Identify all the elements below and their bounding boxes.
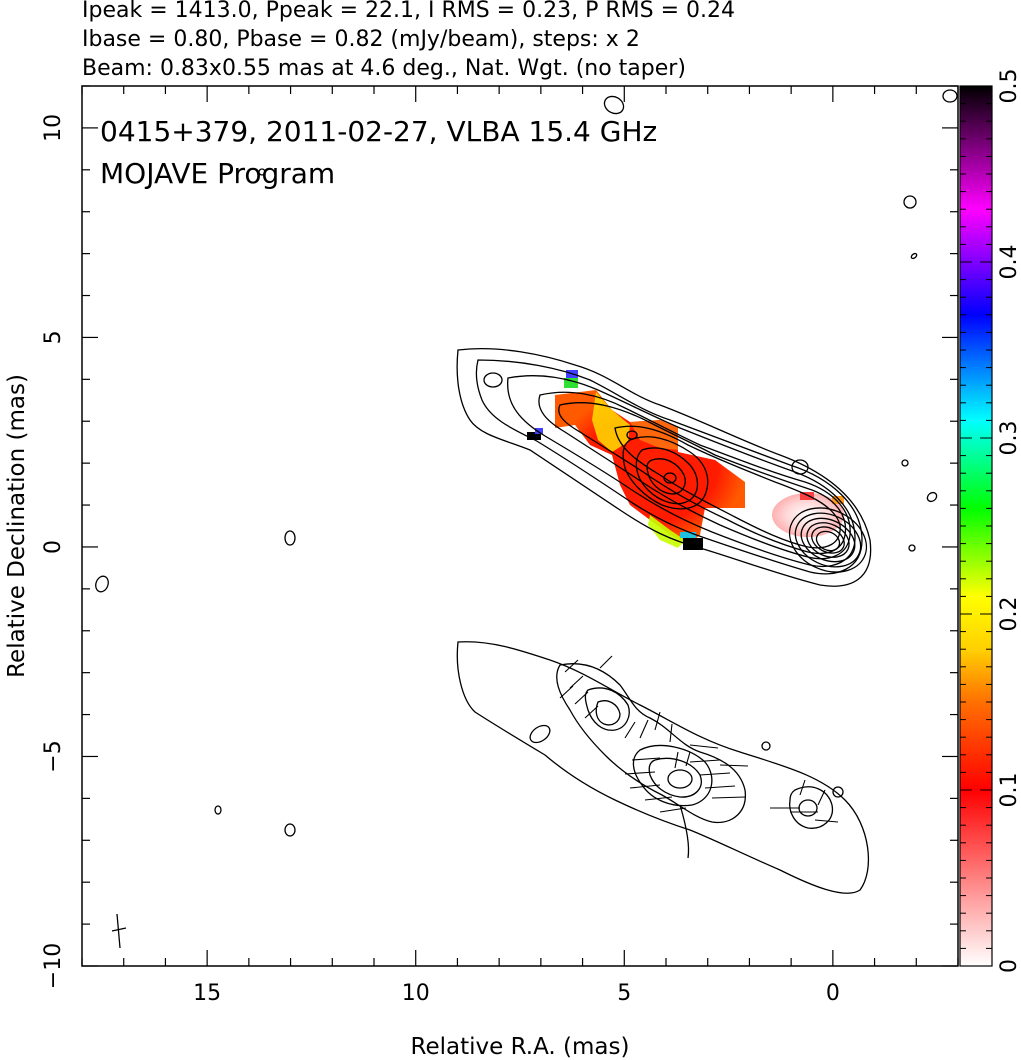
y-tick-label: −10 [41, 943, 66, 989]
pol-region-yellow [592, 392, 630, 452]
pol-contour-5 [632, 744, 713, 807]
contour-outer [456, 348, 872, 587]
knot-west [483, 372, 503, 388]
pol-edge-green [564, 378, 578, 388]
axis-ticks [81, 85, 959, 967]
blob-w4 [214, 805, 222, 815]
y-tick-label: −5 [41, 740, 66, 772]
pol-contour-4 [595, 700, 621, 726]
core-contour-4 [806, 522, 850, 558]
blob-e2 [910, 252, 918, 260]
blob-e3 [901, 459, 909, 467]
evpa-vectors [559, 655, 839, 823]
blob-e5 [908, 544, 916, 552]
colorbar-tick-label: 0.2 [997, 597, 1021, 632]
core-contour-3 [800, 517, 856, 563]
contour-9 [646, 458, 686, 495]
pol-outer-contour [456, 641, 870, 894]
x-axis-label: Relative R.A. (mas) [411, 1034, 630, 1060]
contour-4 [538, 391, 851, 560]
pol-tail [679, 804, 690, 859]
header-line-3: Beam: 0.83x0.55 mas at 4.6 deg., Nat. Wg… [82, 56, 686, 81]
contour-6 [614, 425, 841, 549]
map-content [95, 89, 958, 949]
colorbar-tick-label: 0.3 [997, 421, 1021, 456]
pol-core-orange [832, 496, 844, 504]
blob-s1 [529, 724, 551, 744]
blob-corner [942, 89, 958, 103]
y-tick-label: 5 [41, 330, 66, 344]
pol-edge-cyan [680, 532, 696, 538]
blob-s3 [832, 786, 844, 798]
contour-2 [475, 359, 863, 575]
x-tick-label: 5 [617, 981, 631, 1006]
contour-8 [635, 447, 699, 505]
blob-e4 [926, 491, 938, 503]
y-axis-label: Relative Declination (mas) [4, 374, 30, 678]
blob-w2 [95, 575, 109, 593]
colorbar-ticks [960, 85, 992, 967]
blob-north [791, 459, 809, 475]
blob-s2 [761, 741, 771, 751]
knot-small-1 [626, 430, 638, 440]
pol-contour-2 [556, 663, 746, 824]
beam-marker [111, 913, 127, 949]
colorbar-tick-label: 0.1 [997, 773, 1021, 808]
axis-tick-labels: 15 10 5 0 10 5 0 −5 −10 [41, 114, 840, 1006]
contour-7 [622, 436, 709, 510]
blob-w1 [284, 530, 296, 546]
pol-contour-3 [584, 687, 630, 731]
blob-w3 [258, 168, 266, 176]
header-line-1: Ipeak = 1413.0, Ppeak = 22.1, I RMS = 0.… [82, 0, 735, 23]
core-contour-6 [815, 530, 841, 552]
polarization-contours [456, 641, 870, 894]
core-contour-2 [794, 512, 862, 568]
x-tick-label: 0 [826, 981, 840, 1006]
pol-contour-7 [667, 769, 693, 789]
pol-core-red [800, 492, 814, 500]
plot-title: 0415+379, 2011-02-27, VLBA 15.4 GHz [100, 115, 657, 148]
blob-w5 [284, 823, 296, 837]
core-contour-5 [811, 526, 845, 554]
plot-subtitle: MOJAVE Program [100, 157, 335, 190]
core-contour-1 [788, 507, 868, 573]
header-line-2: Ibase = 0.80, Pbase = 0.82 (mJy/beam), s… [82, 27, 640, 52]
stokes-i-contours [95, 89, 958, 837]
blob-top [603, 95, 625, 115]
pol-edge-blue2 [535, 428, 543, 434]
pol-contour-6 [648, 757, 702, 798]
blob-e1 [903, 195, 917, 209]
colorbar-tick-label: 0.4 [997, 245, 1021, 280]
y-tick-label: 10 [41, 114, 66, 142]
colorbar-tick-labels: 0 0.1 0.2 0.3 0.4 0.5 [997, 69, 1021, 974]
pol-knot-east [789, 786, 834, 829]
y-tick-label: 0 [41, 540, 66, 554]
contour-peak-knot [663, 472, 677, 484]
colorbar-tick-label: 0 [997, 959, 1021, 973]
pol-edge-black2 [527, 432, 541, 440]
colorbar-tick-label: 0.5 [997, 69, 1021, 104]
x-tick-label: 15 [193, 981, 221, 1006]
x-tick-label: 10 [402, 981, 430, 1006]
